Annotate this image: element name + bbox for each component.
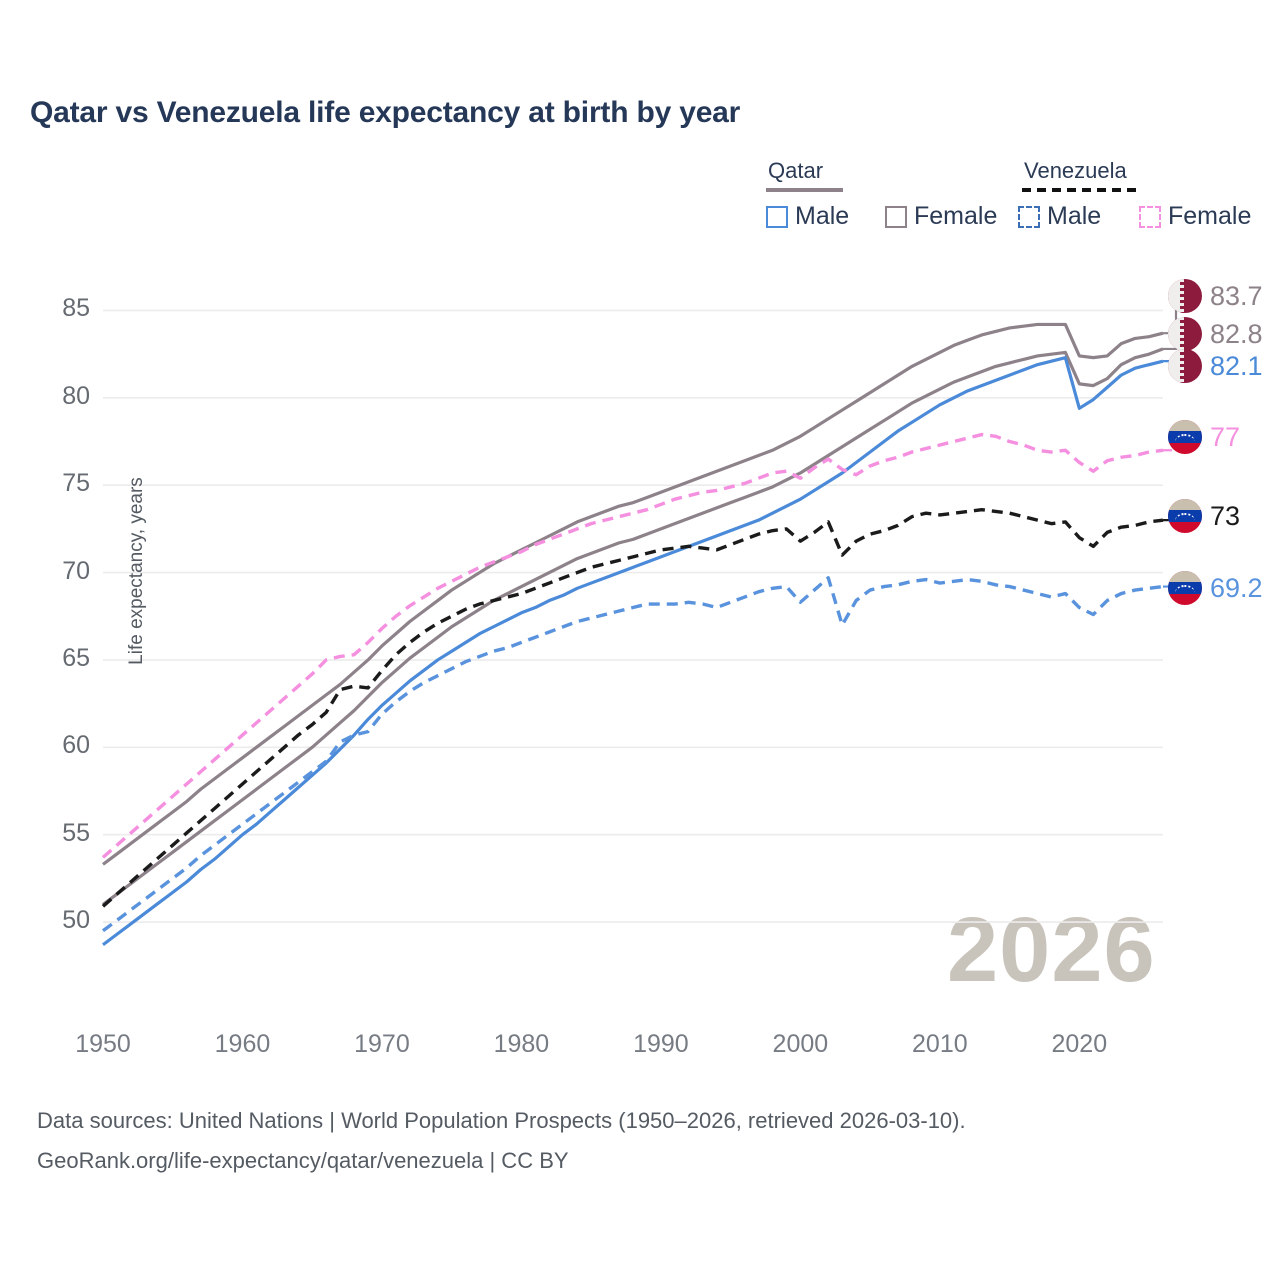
y-axis-tick-label: 75 [62, 469, 90, 498]
series-end-value: 77 [1210, 421, 1241, 452]
y-axis-tick-label: 60 [62, 731, 90, 760]
y-axis-tick-label: 70 [62, 556, 90, 585]
series-line [101, 576, 1164, 933]
legend-item-venezuela-female[interactable]: Female [1139, 202, 1251, 231]
qatar-flag-icon [1168, 349, 1202, 383]
legend-group-venezuela-label: Venezuela [1024, 158, 1127, 183]
series-end-label: 73 [1168, 499, 1240, 533]
series-end-label: 83.7 [1168, 279, 1263, 313]
legend-group-qatar-label: Qatar [768, 158, 824, 183]
x-axis-tick-label: 1970 [354, 1030, 410, 1058]
legend-swatch-qatar-female [885, 205, 907, 228]
x-axis-tick-label: 1990 [633, 1030, 689, 1058]
chart-legend: Qatar Venezuela Male Female Male Female [756, 158, 1256, 240]
y-axis-tick-label: 65 [62, 643, 90, 672]
x-axis-tick-label: 2000 [772, 1030, 829, 1058]
x-axis-tick-label: 2020 [1051, 1030, 1108, 1058]
qatar-flag-icon [1168, 317, 1202, 351]
legend-qatar-style-rule [766, 188, 843, 192]
venezuela-flag-icon [1168, 499, 1202, 533]
x-axis-tick-label: 1980 [493, 1030, 550, 1058]
y-axis-tick-label: 85 [62, 294, 90, 323]
y-axis-tick-label: 50 [62, 906, 90, 935]
legend-swatch-venezuela-female [1139, 205, 1161, 228]
x-axis-tick-label: 1960 [214, 1030, 271, 1058]
x-axis-tick-label: 1950 [75, 1030, 131, 1058]
page-title: Qatar vs Venezuela life expectancy at bi… [30, 96, 741, 129]
y-axis-label: Life expectancy, years [126, 477, 147, 665]
footer-url-line: GeoRank.org/life-expectancy/qatar/venezu… [37, 1148, 569, 1173]
legend-item-qatar-male[interactable]: Male [766, 202, 849, 231]
x-axis-tick-label: 2010 [912, 1030, 968, 1058]
legend-label-qatar-male: Male [795, 202, 850, 230]
footer-sources-line: Data sources: United Nations | World Pop… [37, 1108, 966, 1133]
venezuela-flag-icon [1168, 420, 1202, 454]
series-end-value: 83.7 [1210, 280, 1263, 311]
series-end-value: 82.8 [1210, 318, 1263, 349]
series-end-label: 69.2 [1168, 571, 1263, 605]
series-end-value: 82.1 [1210, 350, 1263, 381]
series-end-value: 69.2 [1210, 572, 1263, 603]
series-end-value: 73 [1210, 500, 1241, 531]
y-axis-tick-label: 55 [62, 818, 90, 847]
qatar-flag-icon [1168, 279, 1202, 313]
legend-swatch-venezuela-male [1018, 205, 1040, 228]
series-end-label: 77 [1168, 420, 1240, 454]
series-line [101, 507, 1164, 908]
year-watermark: 2026 [947, 899, 1156, 1001]
legend-item-qatar-female[interactable]: Female [885, 202, 997, 231]
series-line [102, 322, 1164, 866]
series-end-label: 82.8 [1168, 317, 1263, 351]
series-line [102, 356, 1164, 947]
series-line [102, 347, 1164, 906]
legend-label-qatar-female: Female [914, 202, 998, 230]
legend-venezuela-style-rule [1022, 188, 1142, 192]
series-line [101, 432, 1164, 859]
legend-label-venezuela-male: Male [1047, 202, 1102, 230]
venezuela-flag-icon [1168, 571, 1202, 605]
series-end-label: 82.1 [1168, 349, 1263, 383]
legend-swatch-qatar-male [766, 205, 788, 228]
legend-label-venezuela-female: Female [1168, 202, 1252, 230]
legend-item-venezuela-male[interactable]: Male [1018, 202, 1101, 231]
y-axis-tick-label: 80 [62, 381, 90, 410]
